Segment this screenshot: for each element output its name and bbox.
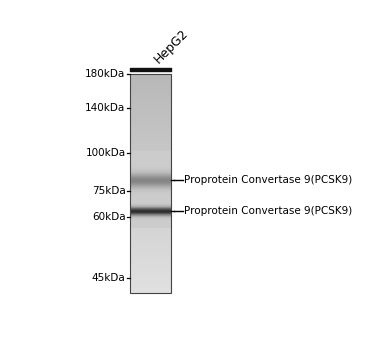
Text: Proprotein Convertase 9(PCSK9): Proprotein Convertase 9(PCSK9) bbox=[184, 175, 353, 185]
Text: 60kDa: 60kDa bbox=[92, 212, 125, 222]
Bar bbox=[130, 74, 171, 293]
Text: Proprotein Convertase 9(PCSK9): Proprotein Convertase 9(PCSK9) bbox=[184, 206, 353, 216]
Text: 100kDa: 100kDa bbox=[86, 148, 125, 158]
Text: 140kDa: 140kDa bbox=[85, 103, 125, 113]
Text: 180kDa: 180kDa bbox=[85, 69, 125, 79]
Text: HepG2: HepG2 bbox=[152, 27, 192, 66]
Text: 45kDa: 45kDa bbox=[92, 273, 125, 284]
Text: 75kDa: 75kDa bbox=[92, 186, 125, 196]
